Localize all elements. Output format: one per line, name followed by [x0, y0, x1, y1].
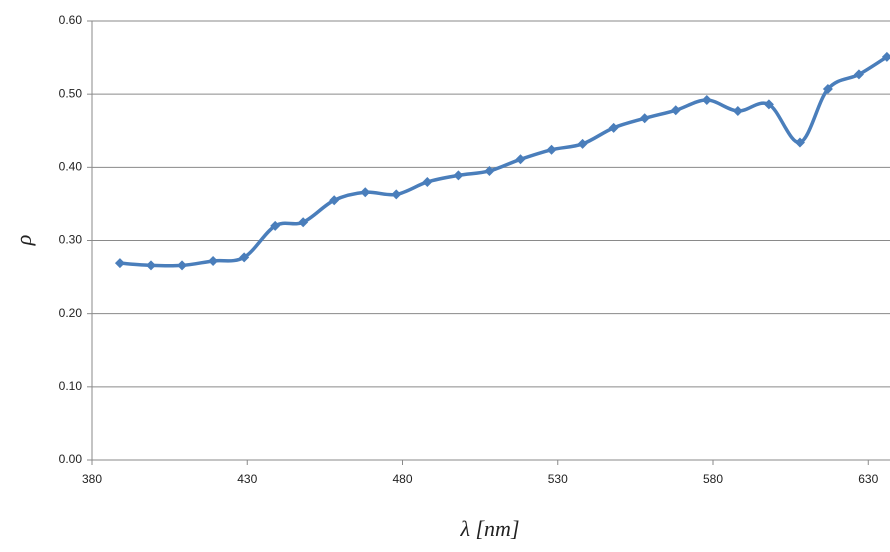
data-point	[298, 217, 309, 228]
y-tick-label: 0.30	[59, 233, 83, 247]
x-tick-label: 480	[392, 472, 412, 486]
data-point	[391, 189, 402, 200]
data-point	[670, 105, 681, 116]
data-point	[360, 187, 371, 198]
x-tick-label: 530	[548, 472, 568, 486]
data-point	[422, 176, 433, 187]
data-point	[270, 220, 281, 231]
data-point	[114, 258, 125, 269]
y-tick-label: 0.40	[59, 160, 83, 174]
data-point	[732, 105, 743, 116]
y-tick-label: 0.10	[59, 379, 83, 393]
data-point	[239, 252, 250, 263]
data-point	[453, 170, 464, 181]
data-point	[329, 195, 340, 206]
y-tick-label: 0.50	[59, 86, 83, 100]
data-point	[577, 138, 588, 149]
x-tick-label: 580	[703, 472, 723, 486]
x-axis-title: λ [nm]	[459, 516, 519, 541]
data-point	[853, 69, 864, 80]
data-point	[881, 51, 890, 62]
data-point	[763, 99, 774, 110]
data-line	[119, 55, 888, 268]
x-tick-label: 380	[82, 472, 102, 486]
data-point	[794, 137, 805, 148]
data-point	[145, 260, 156, 271]
y-tick-label: 0.20	[59, 306, 83, 320]
data-point	[208, 255, 219, 266]
x-tick-label: 630	[858, 472, 878, 486]
data-point	[639, 113, 650, 124]
y-tick-label: 0.60	[59, 13, 83, 27]
data-point	[608, 122, 619, 133]
y-tick-label: 0.00	[59, 452, 83, 466]
data-point	[484, 165, 495, 176]
data-point	[822, 84, 833, 95]
data-point	[177, 260, 188, 271]
y-axis-title: ρ	[11, 235, 36, 247]
data-point	[701, 95, 712, 106]
data-point	[546, 144, 557, 155]
x-tick-label: 430	[237, 472, 257, 486]
data-point	[515, 154, 526, 165]
